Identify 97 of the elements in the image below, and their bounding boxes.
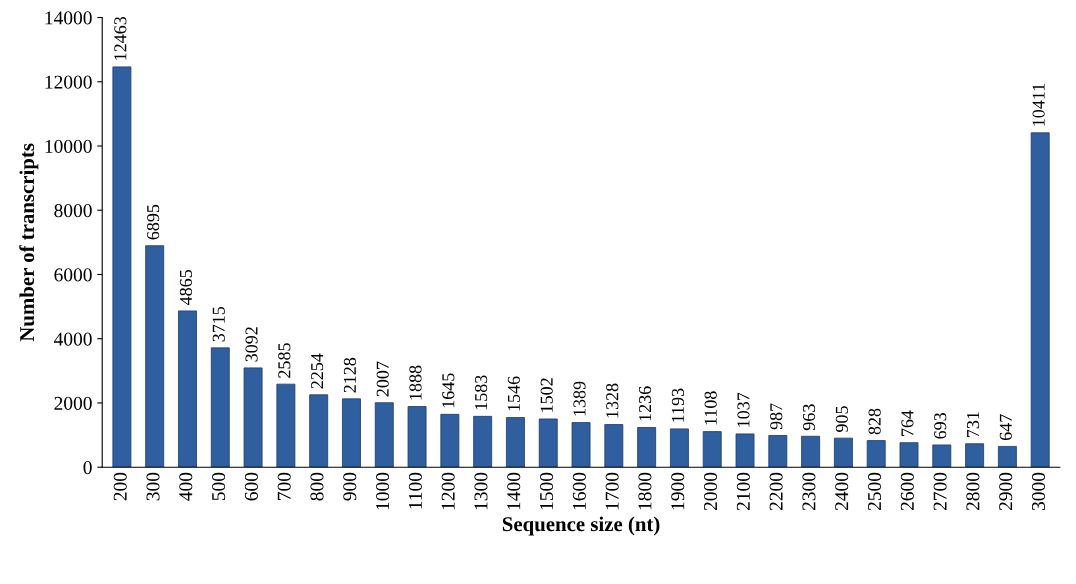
data-label: 693 [934, 413, 947, 439]
bar [604, 424, 624, 468]
bar [145, 245, 165, 468]
x-tick-label: 1000 [376, 472, 390, 510]
data-label: 731 [966, 412, 980, 437]
x-tick-label: 1900 [671, 472, 685, 510]
data-label: 4865 [179, 269, 193, 306]
data-label: 1888 [409, 365, 422, 400]
bar [1030, 132, 1050, 468]
data-label: 1546 [507, 376, 520, 411]
bar [833, 437, 853, 468]
data-label: 12463 [114, 16, 127, 60]
x-tick-label: 2200 [769, 472, 783, 511]
bar [309, 394, 329, 468]
x-tick-label: 300 [146, 472, 160, 501]
data-label: 905 [835, 406, 848, 432]
x-tick-label: 2100 [736, 472, 750, 511]
data-label: 2585 [278, 343, 291, 378]
bar [965, 443, 985, 468]
x-tick-label: 400 [179, 472, 193, 501]
data-label: 6895 [147, 204, 160, 240]
bar [997, 446, 1017, 468]
x-tick-label: 1600 [572, 472, 586, 510]
x-tick-label: 2700 [933, 472, 947, 511]
x-tick-label: 2600 [900, 472, 914, 511]
x-tick-label: 1200 [441, 472, 455, 510]
data-label: 1583 [474, 375, 488, 410]
y-tick-label: 8000 [54, 204, 92, 218]
bar [440, 413, 460, 468]
y-tick-label: 0 [83, 461, 92, 475]
bar [702, 431, 722, 468]
data-label: 828 [868, 408, 881, 435]
y-tick-label: 4000 [53, 332, 92, 346]
bar [178, 310, 197, 468]
bar [538, 418, 558, 468]
data-label: 1389 [573, 381, 586, 416]
data-label: 764 [901, 410, 914, 436]
x-tick-label: 1400 [507, 472, 521, 510]
x-tick-label: 3000 [1031, 472, 1046, 511]
bar [112, 66, 132, 468]
x-tick-label: 800 [310, 472, 324, 501]
x-tick-label: 1500 [539, 472, 554, 510]
bar [342, 398, 361, 468]
bar [637, 427, 657, 468]
x-axis-title: Sequence size (nt) [502, 516, 660, 536]
bar [473, 415, 493, 468]
x-tick-label: 700 [277, 472, 291, 500]
data-label: 3092 [245, 327, 258, 362]
data-label: 647 [999, 414, 1012, 441]
data-label: 1328 [606, 383, 619, 418]
y-tick-label: 6000 [54, 268, 92, 282]
bar [276, 383, 296, 468]
x-tick-label: 900 [343, 472, 357, 501]
bar [506, 417, 525, 468]
y-tick-label: 12000 [45, 75, 92, 89]
data-label: 1645 [442, 373, 455, 408]
x-tick-label: 2400 [835, 472, 849, 511]
bar [899, 442, 919, 468]
x-tick-label: 1700 [605, 472, 619, 510]
x-tick-label: 500 [212, 472, 226, 501]
data-label: 2254 [311, 353, 324, 389]
data-label: 1502 [540, 378, 553, 412]
x-tick-label: 2900 [999, 472, 1013, 511]
bar [243, 367, 263, 468]
bar [866, 440, 886, 468]
y-axis-title: Number of transcripts [19, 143, 39, 342]
data-label: 963 [803, 404, 816, 431]
data-label: 1236 [639, 386, 652, 421]
y-tick-label: 10000 [45, 139, 92, 153]
x-tick-label: 1300 [474, 472, 488, 510]
data-label: 1037 [737, 392, 750, 427]
bar [407, 406, 427, 468]
data-label: 2007 [376, 361, 389, 397]
bar [374, 402, 394, 468]
bar [571, 422, 591, 468]
y-tick-label: 14000 [45, 11, 92, 25]
x-tick-label: 600 [244, 472, 258, 501]
bar [801, 435, 821, 468]
data-label: 3715 [212, 306, 225, 342]
x-tick-label: 1100 [408, 472, 422, 509]
data-label: 1193 [671, 388, 684, 422]
bar [932, 444, 952, 468]
x-tick-label: 2300 [802, 472, 816, 511]
x-tick-label: 200 [113, 472, 127, 501]
x-tick-label: 2800 [966, 472, 980, 511]
bar [768, 435, 788, 468]
bar [210, 347, 230, 468]
x-tick-label: 2000 [703, 472, 718, 511]
x-tick-label: 1800 [638, 472, 652, 510]
bar [735, 433, 755, 468]
data-label: 987 [770, 403, 783, 430]
data-label: 10411 [1032, 83, 1045, 126]
x-tick-label: 2500 [867, 472, 882, 511]
y-tick-label: 2000 [54, 396, 92, 410]
data-label: 2128 [343, 357, 356, 393]
bar [669, 428, 689, 468]
data-label: 1108 [704, 391, 717, 425]
